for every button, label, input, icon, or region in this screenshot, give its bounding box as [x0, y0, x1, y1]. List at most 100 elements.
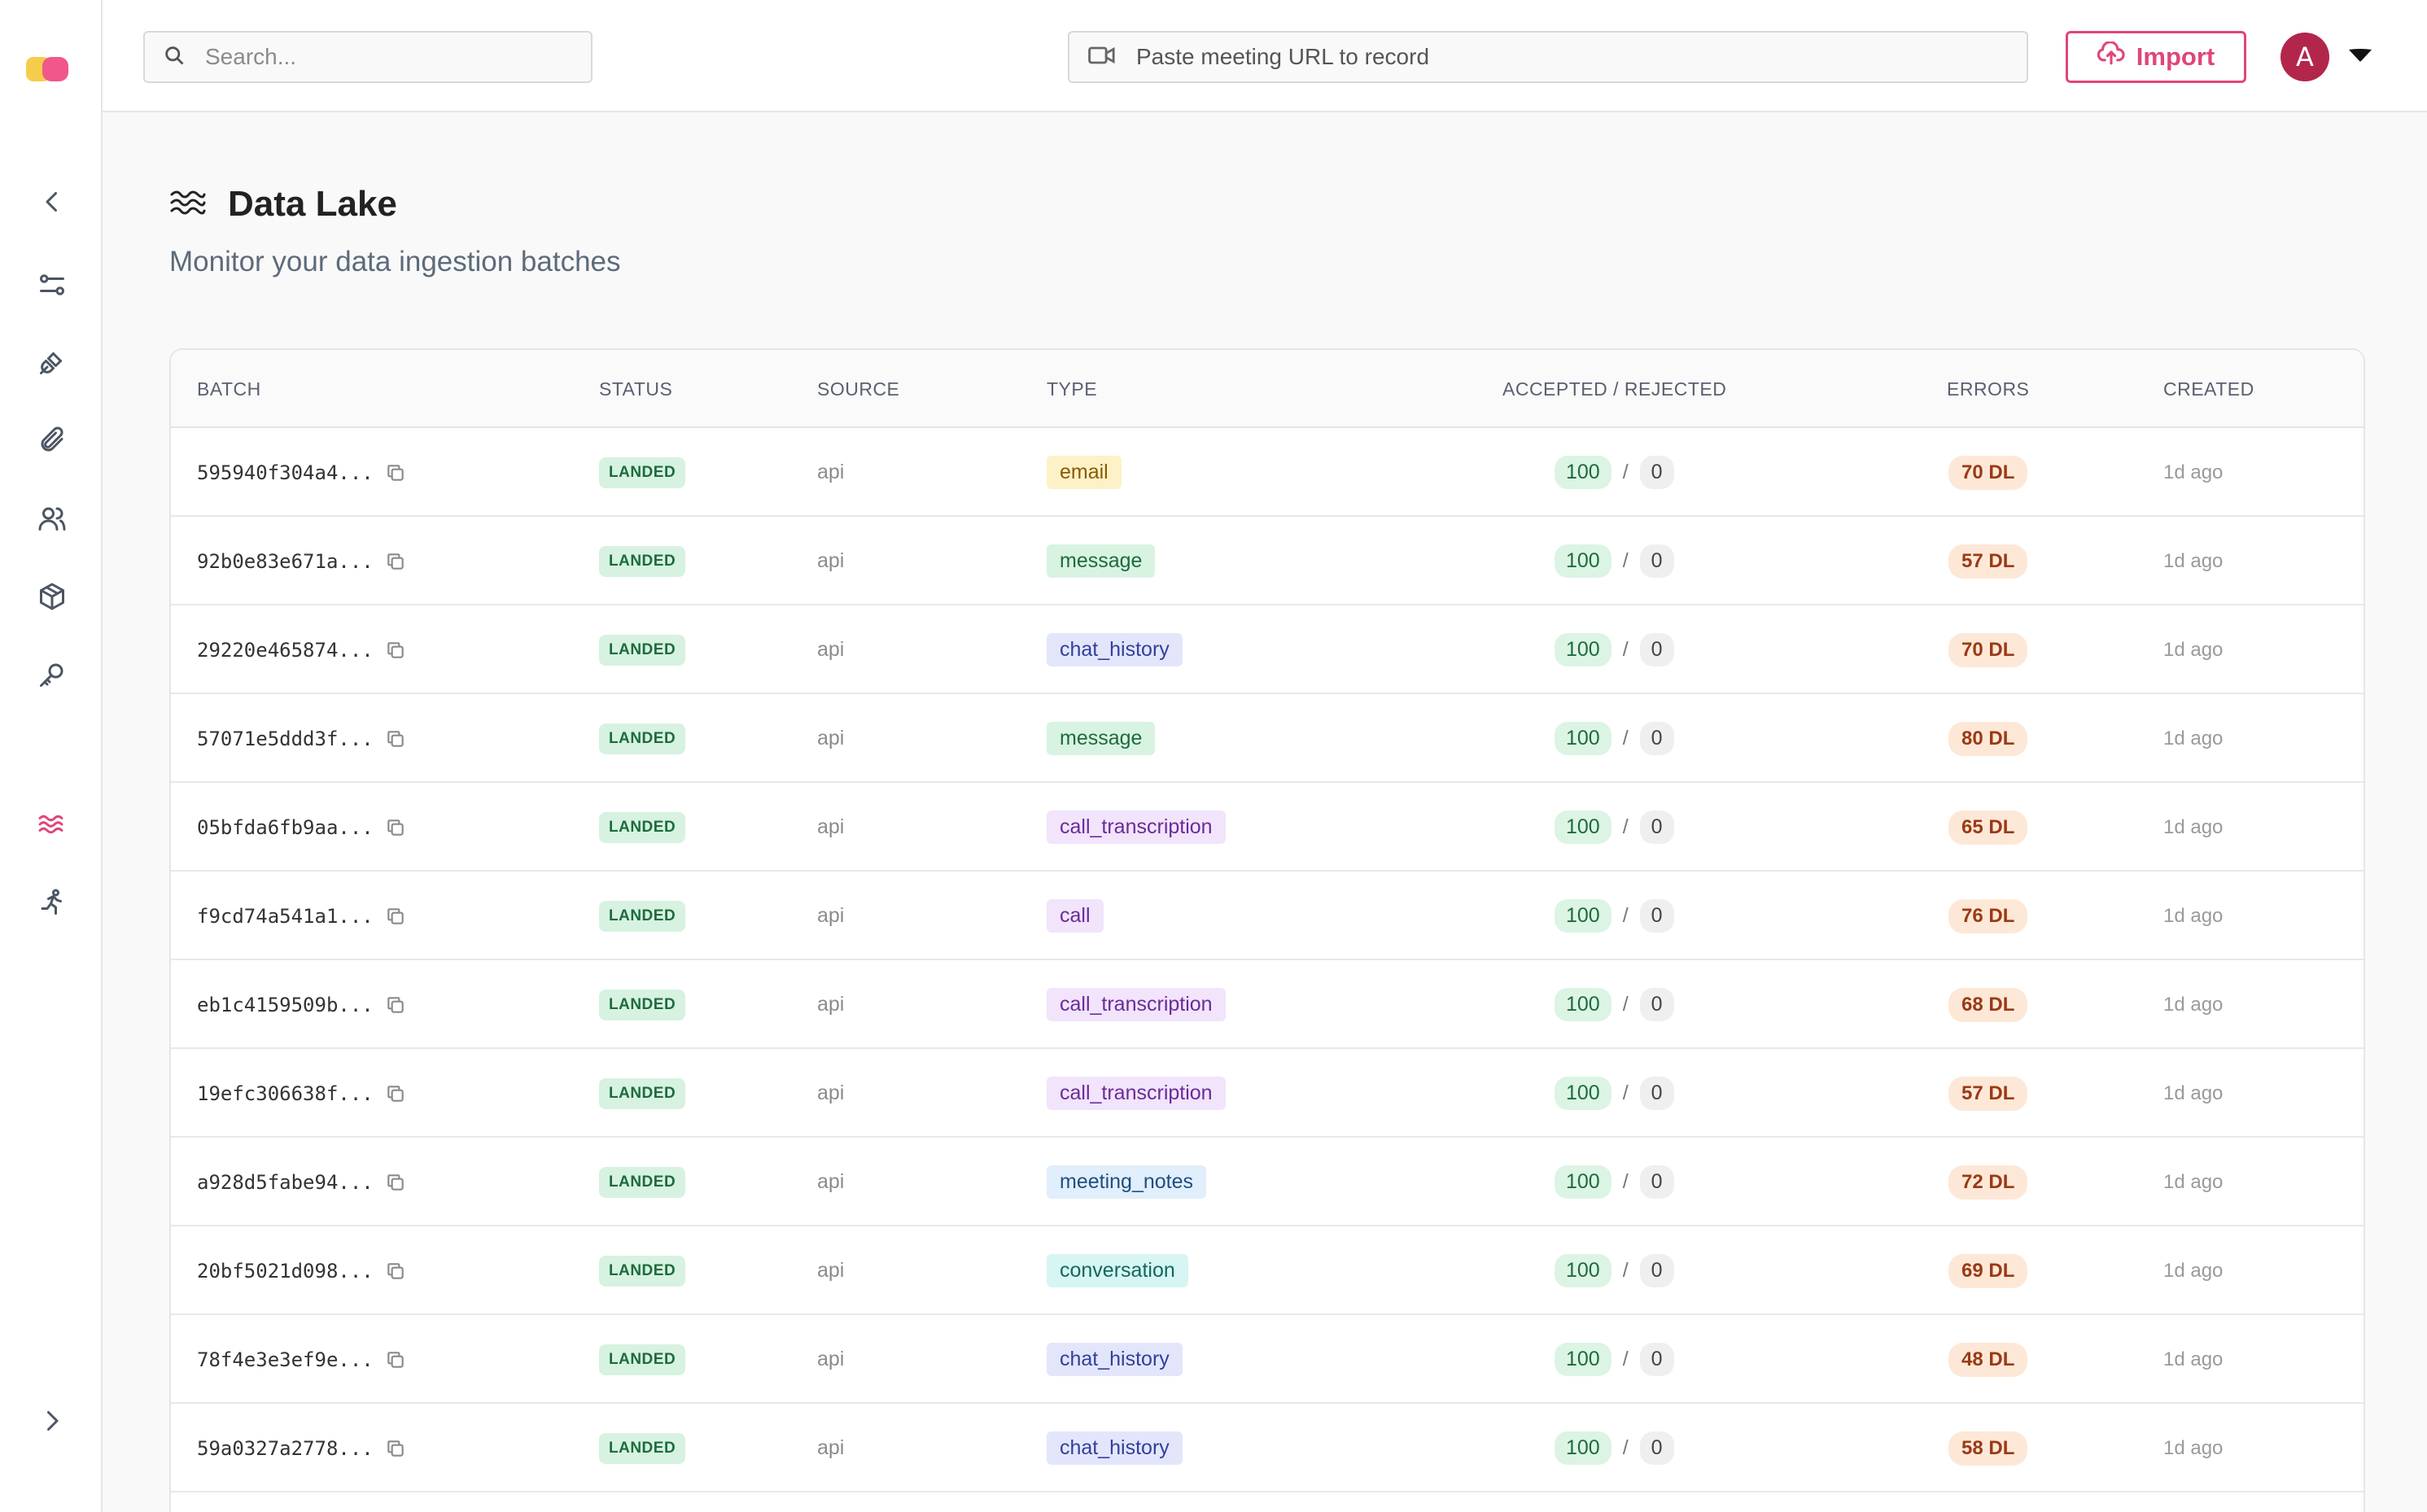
column-header-batch[interactable]: BATCH [197, 378, 261, 400]
errors-badge[interactable]: 58 DL [1948, 1431, 2028, 1466]
column-header-created[interactable]: CREATED [2163, 378, 2254, 400]
created-time: 1d ago [2163, 993, 2224, 1016]
copy-icon[interactable] [385, 1438, 406, 1459]
copy-icon[interactable] [385, 817, 406, 838]
meeting-url-input[interactable] [1136, 44, 2015, 70]
status-badge: LANDED [599, 723, 686, 754]
separator: / [1622, 638, 1629, 661]
table-row[interactable]: f9cd74a541a1... LANDED api call 100 / 0 … [171, 872, 2364, 960]
errors-badge[interactable]: 69 DL [1948, 1253, 2028, 1288]
batch-id[interactable]: f9cd74a541a1... [197, 904, 374, 928]
separator: / [1622, 815, 1629, 838]
sliders-icon[interactable] [32, 264, 72, 305]
batch-id[interactable]: 59a0327a2778... [197, 1436, 374, 1460]
rejected-count: 0 [1639, 1077, 1674, 1110]
accepted-count: 100 [1555, 1077, 1611, 1110]
batches-table: BATCH STATUS SOURCE TYPE ACCEPTED / REJE… [169, 348, 2365, 1512]
errors-badge[interactable]: 70 DL [1948, 632, 2028, 667]
batch-id[interactable]: 595940f304a4... [197, 461, 374, 484]
search-icon [163, 44, 186, 71]
column-header-type[interactable]: TYPE [1047, 378, 1098, 400]
column-header-errors[interactable]: ERRORS [1947, 378, 2030, 400]
copy-icon[interactable] [385, 1261, 406, 1282]
rejected-count: 0 [1639, 633, 1674, 666]
copy-icon[interactable] [385, 1349, 406, 1370]
table-row[interactable]: 29220e465874... LANDED api chat_history … [171, 605, 2364, 694]
accepted-count: 100 [1555, 1431, 1611, 1465]
status-badge: LANDED [599, 900, 686, 932]
errors-badge[interactable]: 76 DL [1948, 898, 2028, 933]
separator: / [1622, 1170, 1629, 1193]
expand-right-icon[interactable] [32, 1401, 72, 1441]
batch-id[interactable]: 92b0e83e671a... [197, 549, 374, 573]
plug-icon[interactable] [32, 342, 72, 382]
table-row[interactable]: 595940f304a4... LANDED api email 100 / 0… [171, 428, 2364, 517]
table-row[interactable]: 05bfda6fb9aa... LANDED api call_transcri… [171, 783, 2364, 872]
source-text: api [817, 1348, 845, 1370]
avatar[interactable]: A [2281, 33, 2329, 81]
accepted-count: 100 [1555, 1343, 1611, 1376]
errors-badge[interactable]: 70 DL [1948, 455, 2028, 490]
column-header-source[interactable]: SOURCE [817, 378, 900, 400]
type-badge: call_transcription [1047, 1077, 1226, 1110]
table-row[interactable]: a928d5fabe94... LANDED api meeting_notes… [171, 1138, 2364, 1226]
errors-badge[interactable]: 68 DL [1948, 987, 2028, 1022]
errors-badge[interactable]: 72 DL [1948, 1165, 2028, 1200]
import-button[interactable]: Import [2066, 31, 2246, 83]
copy-icon[interactable] [385, 551, 406, 572]
table-row[interactable]: 57071e5ddd3f... LANDED api message 100 /… [171, 694, 2364, 783]
batch-id[interactable]: 29220e465874... [197, 638, 374, 662]
cube-icon[interactable] [32, 576, 72, 617]
errors-badge[interactable]: 48 DL [1948, 1342, 2028, 1377]
collapse-left-icon[interactable] [32, 181, 72, 222]
errors-badge[interactable]: 57 DL [1948, 1076, 2028, 1111]
created-time: 1d ago [2163, 1170, 2224, 1193]
app-logo[interactable] [26, 57, 68, 81]
table-row[interactable]: 59a0327a2778... LANDED api chat_history … [171, 1404, 2364, 1492]
batch-id[interactable]: a928d5fabe94... [197, 1170, 374, 1194]
table-row[interactable]: 78f4e3e3ef9e... LANDED api chat_history … [171, 1315, 2364, 1404]
batch-id[interactable]: 19efc306638f... [197, 1082, 374, 1105]
copy-icon[interactable] [385, 994, 406, 1016]
batch-id[interactable]: 05bfda6fb9aa... [197, 815, 374, 839]
type-badge: meeting_notes [1047, 1165, 1207, 1199]
accepted-count: 100 [1555, 544, 1611, 578]
copy-icon[interactable] [385, 462, 406, 483]
table-row[interactable]: 92b0e83e671a... LANDED api message 100 /… [171, 517, 2364, 605]
copy-icon[interactable] [385, 1083, 406, 1104]
table-row[interactable]: 20bf5021d098... LANDED api conversation … [171, 1226, 2364, 1315]
page-subtitle: Monitor your data ingestion batches [169, 246, 621, 277]
source-text: api [817, 1436, 845, 1459]
key-icon[interactable] [32, 654, 72, 695]
source-text: api [817, 1259, 845, 1282]
status-badge: LANDED [599, 1432, 686, 1464]
errors-badge[interactable]: 65 DL [1948, 810, 2028, 845]
chevron-down-icon[interactable] [2347, 46, 2373, 65]
column-header-accepted-rejected[interactable]: ACCEPTED / REJECTED [1502, 378, 1727, 400]
copy-icon[interactable] [385, 640, 406, 661]
table-row[interactable]: 19efc306638f... LANDED api call_transcri… [171, 1049, 2364, 1138]
column-header-status[interactable]: STATUS [599, 378, 673, 400]
users-icon[interactable] [32, 498, 72, 539]
search-box[interactable] [143, 31, 593, 83]
created-time: 1d ago [2163, 815, 2224, 838]
batch-id[interactable]: 57071e5ddd3f... [197, 727, 374, 750]
copy-icon[interactable] [385, 906, 406, 927]
errors-badge[interactable]: 57 DL [1948, 544, 2028, 579]
batch-id[interactable]: 20bf5021d098... [197, 1259, 374, 1283]
paperclip-icon[interactable] [32, 420, 72, 461]
accepted-count: 100 [1555, 722, 1611, 755]
source-text: api [817, 461, 845, 483]
search-input[interactable] [205, 44, 579, 70]
type-badge: chat_history [1047, 1343, 1183, 1376]
copy-icon[interactable] [385, 1172, 406, 1193]
runner-icon[interactable] [32, 882, 72, 923]
copy-icon[interactable] [385, 728, 406, 749]
rejected-count: 0 [1639, 1343, 1674, 1376]
table-row[interactable]: eb1c4159509b... LANDED api call_transcri… [171, 960, 2364, 1049]
batch-id[interactable]: eb1c4159509b... [197, 993, 374, 1016]
waves-icon[interactable] [32, 804, 72, 845]
record-url-box[interactable] [1068, 31, 2028, 83]
batch-id[interactable]: 78f4e3e3ef9e... [197, 1348, 374, 1371]
errors-badge[interactable]: 80 DL [1948, 721, 2028, 756]
